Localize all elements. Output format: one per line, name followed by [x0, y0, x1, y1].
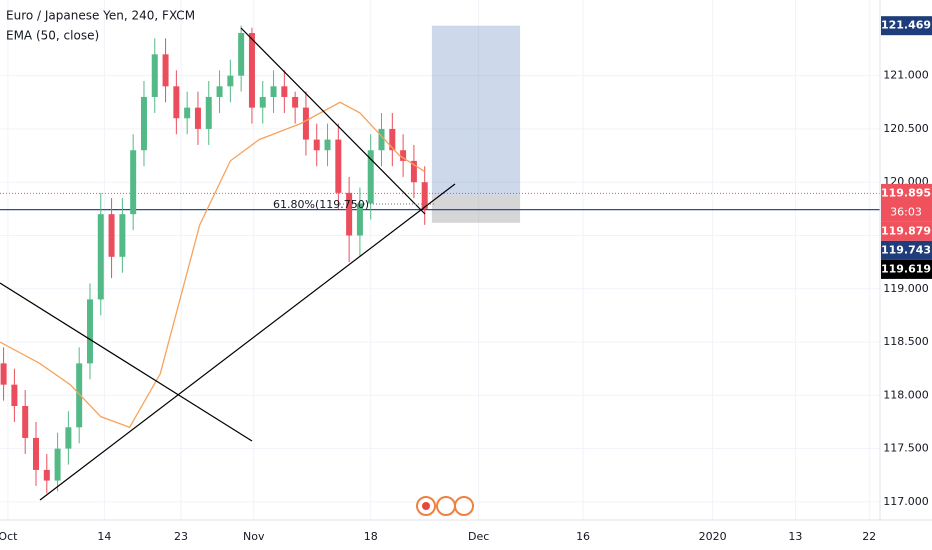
- candle-body: [151, 54, 158, 97]
- candle-body: [346, 192, 353, 236]
- price-label-bg: [881, 221, 932, 241]
- candle-body: [76, 363, 83, 428]
- candle-body: [270, 86, 277, 97]
- price-label: 121.469: [881, 19, 931, 32]
- candle-body: [0, 363, 7, 385]
- candle-body: [378, 128, 385, 151]
- fib-label: 61.80%(119.750): [273, 198, 369, 211]
- candle-body: [410, 160, 417, 183]
- candle-body: [22, 405, 29, 438]
- position-target: [431, 25, 521, 196]
- candle-body: [205, 96, 212, 129]
- price-label-bg: [881, 259, 932, 279]
- candle-body: [313, 139, 320, 151]
- candle-body: [173, 86, 180, 119]
- candle-body: [162, 54, 169, 87]
- candle-body: [97, 214, 104, 300]
- candle-body: [108, 214, 115, 257]
- drawings: [0, 27, 456, 501]
- position-stop: [431, 195, 521, 223]
- candle-body: [65, 427, 72, 449]
- x-tick-label: 23: [174, 530, 188, 543]
- event-icons: [416, 496, 474, 516]
- indicator-label: EMA (50, close): [6, 29, 99, 43]
- candle-body: [367, 150, 374, 204]
- candle-body: [302, 107, 309, 140]
- x-tick-label: 14: [97, 530, 111, 543]
- y-tick-label: 118.000: [883, 388, 929, 401]
- trend-line: [39, 183, 456, 501]
- candle-body: [140, 96, 147, 151]
- x-tick-label: 22: [862, 530, 876, 543]
- candle-body: [54, 448, 61, 481]
- x-tick-label: Nov: [243, 530, 265, 543]
- x-tick-label: 13: [788, 530, 802, 543]
- price-label-bg: [881, 16, 932, 36]
- candle-body: [292, 96, 299, 108]
- x-tick-label: 18: [364, 530, 378, 543]
- candle-body: [356, 203, 363, 236]
- candle-body: [216, 86, 223, 97]
- candle-body: [130, 150, 137, 215]
- x-tick-label: Oct: [0, 530, 18, 543]
- candle-body: [119, 214, 126, 257]
- trend-line: [240, 27, 426, 215]
- price-label: 119.743: [881, 243, 931, 256]
- candle-body: [281, 86, 288, 97]
- price-label-bg: [881, 240, 932, 260]
- candle-body: [248, 33, 255, 108]
- y-tick-label: 120.500: [883, 122, 929, 135]
- countdown: 36:03: [890, 205, 922, 218]
- candle-body: [227, 75, 234, 87]
- candle-body: [11, 384, 18, 406]
- y-tick-label: 121.000: [883, 69, 929, 82]
- candle-body: [389, 128, 396, 151]
- candle-body: [238, 33, 245, 76]
- price-label: 119.879: [881, 224, 931, 237]
- y-tick-label: 118.500: [883, 335, 929, 348]
- trend-line: [0, 282, 253, 442]
- candle-body: [421, 182, 428, 209]
- y-tick-label: 119.000: [883, 282, 929, 295]
- x-tick-label: 2020: [699, 530, 727, 543]
- price-label: 119.619: [881, 262, 931, 275]
- price-label-bg: [881, 183, 932, 222]
- icon: [454, 496, 474, 516]
- candle-body: [43, 469, 50, 481]
- candle-body: [86, 299, 93, 364]
- y-tick-label: 117.000: [883, 495, 929, 508]
- candle-body: [324, 139, 331, 151]
- x-tick-label: 16: [576, 530, 590, 543]
- chart-title: Euro / Japanese Yen, 240, FXCM: [6, 9, 195, 23]
- candle-body: [32, 437, 39, 470]
- candle-body: [184, 107, 191, 119]
- candle-body: [335, 139, 342, 193]
- candle-body: [400, 150, 407, 161]
- ema-line: [0, 101, 426, 429]
- icon: [422, 502, 430, 510]
- icon: [436, 496, 456, 516]
- candle-body: [259, 96, 266, 108]
- price-label: 119.895: [881, 186, 931, 199]
- axes: 117.000117.500118.000118.500119.000119.5…: [0, 16, 932, 543]
- plot: [0, 25, 880, 494]
- y-tick-label: 117.500: [883, 442, 929, 455]
- x-tick-label: Dec: [468, 530, 489, 543]
- candle-body: [194, 107, 201, 129]
